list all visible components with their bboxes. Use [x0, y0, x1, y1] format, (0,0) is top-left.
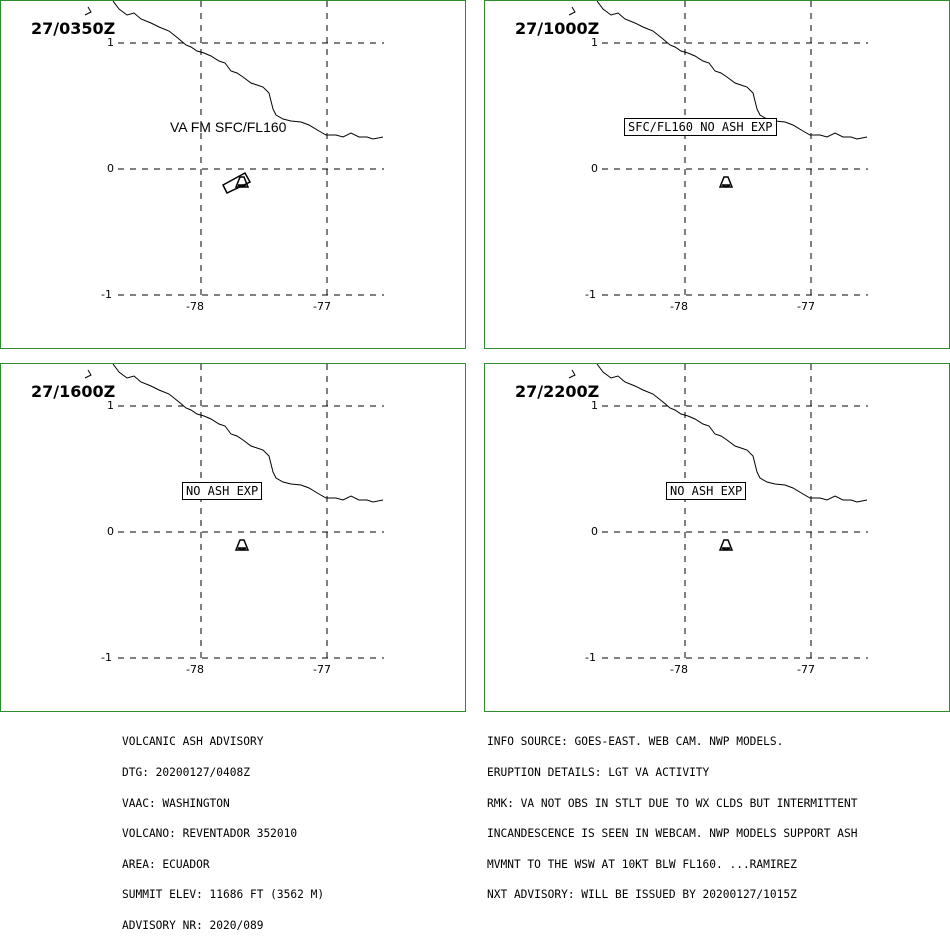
valid-time-label: 27/2200Z	[515, 382, 600, 401]
coastline-border	[112, 364, 384, 503]
advisory-header-block: VOLCANIC ASH ADVISORY DTG: 20200127/0408…	[122, 717, 324, 941]
coastline-border	[596, 364, 868, 503]
advisory-title: VOLCANIC ASH ADVISORY	[122, 735, 264, 749]
lat-gridlines	[118, 42, 384, 296]
map-canvas	[568, 364, 868, 659]
advisory-info-source: INFO SOURCE: GOES-EAST. WEB CAM. NWP MOD…	[487, 735, 784, 749]
lat-label-1: 1	[591, 399, 598, 412]
lon-label-78: -78	[186, 300, 204, 313]
advisory-remarks-line-3: MVMNT TO THE WSW AT 10KT BLW FL160. ...R…	[487, 857, 797, 871]
lon-label-78: -78	[670, 663, 688, 676]
lat-label-0: 0	[107, 162, 114, 175]
marker-glyph	[568, 369, 576, 379]
lon-gridlines	[200, 1, 328, 295]
lat-gridlines	[602, 42, 868, 296]
lat-label-1: 1	[107, 36, 114, 49]
advisory-next: NXT ADVISORY: WILL BE ISSUED BY 20200127…	[487, 888, 797, 902]
lat-gridlines	[602, 405, 868, 659]
advisory-area: AREA: ECUADOR	[122, 857, 210, 871]
ash-label-box: NO ASH EXP	[666, 482, 747, 500]
valid-time-label: 27/0350Z	[31, 19, 116, 38]
advisory-number: ADVISORY NR: 2020/089	[122, 919, 264, 933]
advisory-summit-elev: SUMMIT ELEV: 11686 FT (3562 M)	[122, 888, 325, 902]
map-panel-4: 27/2200Z 1 0 -1 -78 -77 NO ASH EXP	[484, 363, 950, 712]
ash-area-polygon	[222, 171, 252, 194]
volcano-triangle-icon	[234, 539, 250, 551]
lon-label-77: -77	[313, 300, 331, 313]
lat-label-neg1: -1	[585, 651, 596, 664]
lon-label-77: -77	[797, 663, 815, 676]
map-canvas	[84, 1, 384, 296]
advisory-vaac: VAAC: WASHINGTON	[122, 796, 230, 810]
ash-label-box: NO ASH EXP	[182, 482, 263, 500]
advisory-details-block: INFO SOURCE: GOES-EAST. WEB CAM. NWP MOD…	[487, 717, 857, 911]
lat-label-0: 0	[591, 525, 598, 538]
lon-label-77: -77	[313, 663, 331, 676]
lon-label-77: -77	[797, 300, 815, 313]
ash-label: VA FM SFC/FL160	[170, 119, 287, 135]
marker-glyph	[568, 6, 576, 16]
lat-label-neg1: -1	[585, 288, 596, 301]
lon-gridlines	[684, 364, 812, 658]
coastline-border	[596, 1, 868, 140]
coastline-border	[112, 1, 384, 140]
advisory-remarks-line-1: RMK: VA NOT OBS IN STLT DUE TO WX CLDS B…	[487, 796, 858, 810]
valid-time-label: 27/1600Z	[31, 382, 116, 401]
map-panel-2: 27/1000Z 1 0 -1 -78 -77 SFC/FL160 NO ASH…	[484, 0, 950, 349]
lat-label-0: 0	[591, 162, 598, 175]
map-canvas	[568, 1, 868, 296]
marker-glyph	[84, 369, 92, 379]
lat-label-1: 1	[591, 36, 598, 49]
lat-gridlines	[118, 405, 384, 659]
lat-label-neg1: -1	[101, 288, 112, 301]
lat-label-0: 0	[107, 525, 114, 538]
advisory-remarks-line-2: INCANDESCENCE IS SEEN IN WEBCAM. NWP MOD…	[487, 827, 858, 841]
lon-gridlines	[200, 364, 328, 658]
map-panel-3: 27/1600Z 1 0 -1 -78 -77 NO ASH EXP	[0, 363, 466, 712]
ash-label-box: SFC/FL160 NO ASH EXP	[624, 118, 777, 136]
map-canvas	[84, 364, 384, 659]
advisory-eruption-details: ERUPTION DETAILS: LGT VA ACTIVITY	[487, 766, 710, 780]
lat-label-1: 1	[107, 399, 114, 412]
valid-time-label: 27/1000Z	[515, 19, 600, 38]
advisory-volcano: VOLCANO: REVENTADOR 352010	[122, 827, 298, 841]
map-panel-1: 27/0350Z 1 0 -1 -78 -77 VA FM SFC/FL160	[0, 0, 466, 349]
lon-label-78: -78	[186, 663, 204, 676]
advisory-dtg: DTG: 20200127/0408Z	[122, 766, 250, 780]
lon-label-78: -78	[670, 300, 688, 313]
lat-label-neg1: -1	[101, 651, 112, 664]
marker-glyph	[84, 6, 92, 16]
volcano-triangle-icon	[718, 176, 734, 188]
lon-gridlines	[684, 1, 812, 295]
volcano-triangle-icon	[718, 539, 734, 551]
